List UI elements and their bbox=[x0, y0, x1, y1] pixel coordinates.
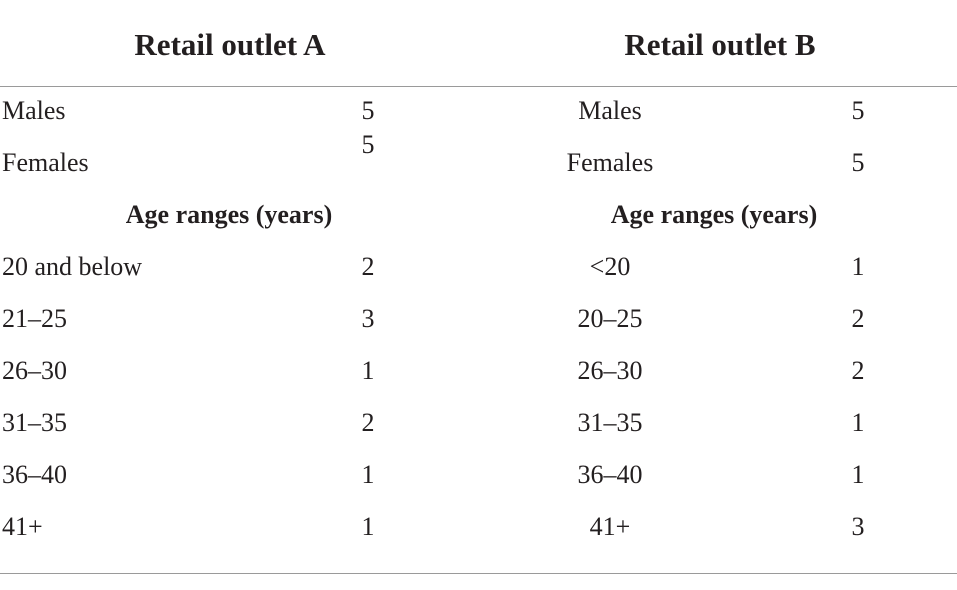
cell-value: 2 bbox=[361, 408, 375, 437]
header-rule bbox=[0, 86, 957, 87]
cell-value: 5 bbox=[851, 148, 865, 177]
row-label: 36–40 bbox=[577, 460, 643, 489]
cell-value: 5 bbox=[851, 96, 865, 125]
cell-value: 2 bbox=[851, 356, 865, 385]
cell-value: 2 bbox=[851, 304, 865, 333]
cell-value: 1 bbox=[851, 408, 865, 437]
row-label: 31–35 bbox=[2, 408, 67, 437]
row-label: 41+ bbox=[589, 512, 631, 541]
section-title: Age ranges (years) bbox=[610, 200, 818, 229]
row-label: 41+ bbox=[2, 512, 43, 541]
row-label: 26–30 bbox=[2, 356, 67, 385]
row-label: <20 bbox=[589, 252, 631, 281]
row-label: Males bbox=[2, 96, 66, 125]
row-label: Females bbox=[566, 148, 654, 177]
cell-value: 1 bbox=[361, 460, 375, 489]
cell-value: 1 bbox=[361, 356, 375, 385]
bottom-rule bbox=[0, 573, 957, 574]
row-label: 20–25 bbox=[577, 304, 643, 333]
row-label: 21–25 bbox=[2, 304, 67, 333]
column-header: Retail outlet B bbox=[624, 27, 816, 62]
column-header: Retail outlet A bbox=[134, 27, 326, 62]
row-label: Males bbox=[578, 96, 642, 125]
cell-value: 2 bbox=[361, 252, 375, 281]
cell-value: 5 bbox=[361, 96, 375, 125]
cell-value: 5 bbox=[361, 130, 375, 159]
cell-value: 1 bbox=[361, 512, 375, 541]
row-label: Females bbox=[2, 148, 89, 177]
cell-value: 1 bbox=[851, 460, 865, 489]
section-title: Age ranges (years) bbox=[125, 200, 333, 229]
row-label: 20 and below bbox=[2, 252, 143, 281]
row-label: 31–35 bbox=[577, 408, 643, 437]
row-label: 26–30 bbox=[577, 356, 643, 385]
cell-value: 1 bbox=[851, 252, 865, 281]
row-label: 36–40 bbox=[2, 460, 67, 489]
cell-value: 3 bbox=[361, 304, 375, 333]
cell-value: 3 bbox=[851, 512, 865, 541]
